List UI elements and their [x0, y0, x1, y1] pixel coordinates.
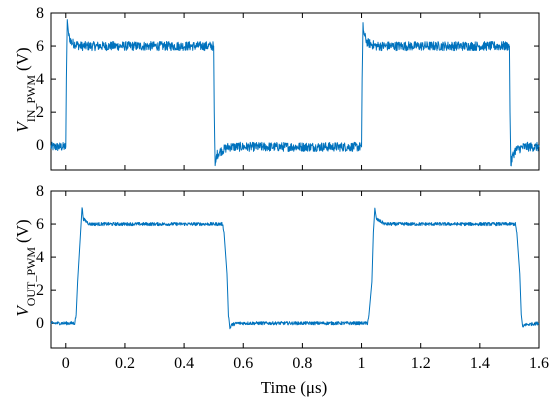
input-pwm-y-tick-label: 8: [36, 5, 44, 22]
output-pwm-x-tick-label: 0.4: [174, 355, 194, 372]
input-pwm-y-label-subscript: IN_PWM: [24, 75, 38, 123]
output-pwm-series: [50, 207, 540, 330]
output-pwm-y-label-subscript: OUT_PWM: [24, 247, 38, 307]
output-pwm-x-tick-label: 1: [358, 355, 366, 372]
output-pwm-x-tick-label: 1.2: [411, 355, 431, 372]
output-pwm-y-tick-label: 2: [36, 282, 44, 299]
output-pwm-y-label-unit: (V): [13, 219, 32, 243]
output-pwm-waveform-line: [50, 207, 540, 330]
output-pwm-x-tick-label: 0.6: [233, 355, 253, 372]
output-pwm-x-tick-label: 0.8: [292, 355, 312, 372]
output-pwm-plot: 0 2 4 6 8 0 0.2 0.4 0.6 0.8 1 1.2 1.4 1.6 VOUT_PWM (V)…: [13, 183, 549, 397]
input-pwm-series: [50, 19, 540, 167]
output-pwm-x-tick-label: 1.6: [529, 355, 549, 372]
x-axis-label: Time (μs): [261, 378, 328, 397]
output-pwm-y-tick-label: 6: [36, 216, 44, 233]
input-pwm-y-axis-label: VIN_PWM (V): [13, 47, 38, 132]
output-pwm-plot-ticks: 0 2 4 6 8 0 0.2 0.4 0.6 0.8 1 1.2 1.4 1.6: [36, 183, 549, 372]
output-pwm-x-tick-label: 0.2: [115, 355, 135, 372]
output-pwm-y-label-symbol: V: [13, 304, 32, 317]
output-pwm-plot-frame: [50, 190, 540, 349]
input-pwm-y-tick-label: 2: [36, 104, 44, 121]
output-pwm-x-tick-label: 1.4: [470, 355, 490, 372]
output-pwm-y-tick-label: 8: [36, 183, 44, 200]
output-pwm-y-tick-label: 4: [36, 249, 44, 266]
output-pwm-x-tick-label: 0: [62, 355, 70, 372]
input-pwm-y-tick-label: 0: [36, 137, 44, 154]
input-pwm-plot-frame: [50, 12, 540, 171]
input-pwm-waveform-line: [50, 19, 540, 167]
input-pwm-y-label-unit: (V): [13, 47, 32, 71]
input-pwm-y-label-symbol: V: [13, 120, 32, 133]
input-pwm-y-tick-label: 4: [36, 71, 44, 88]
output-pwm-y-axis-label: VOUT_PWM (V): [13, 219, 38, 316]
input-pwm-plot: 0 2 4 6 8 VIN_PWM (V): [13, 5, 540, 171]
input-pwm-y-tick-label: 6: [36, 38, 44, 55]
output-pwm-y-tick-label: 0: [36, 315, 44, 332]
input-pwm-plot-ticks: 0 2 4 6 8: [36, 5, 540, 170]
